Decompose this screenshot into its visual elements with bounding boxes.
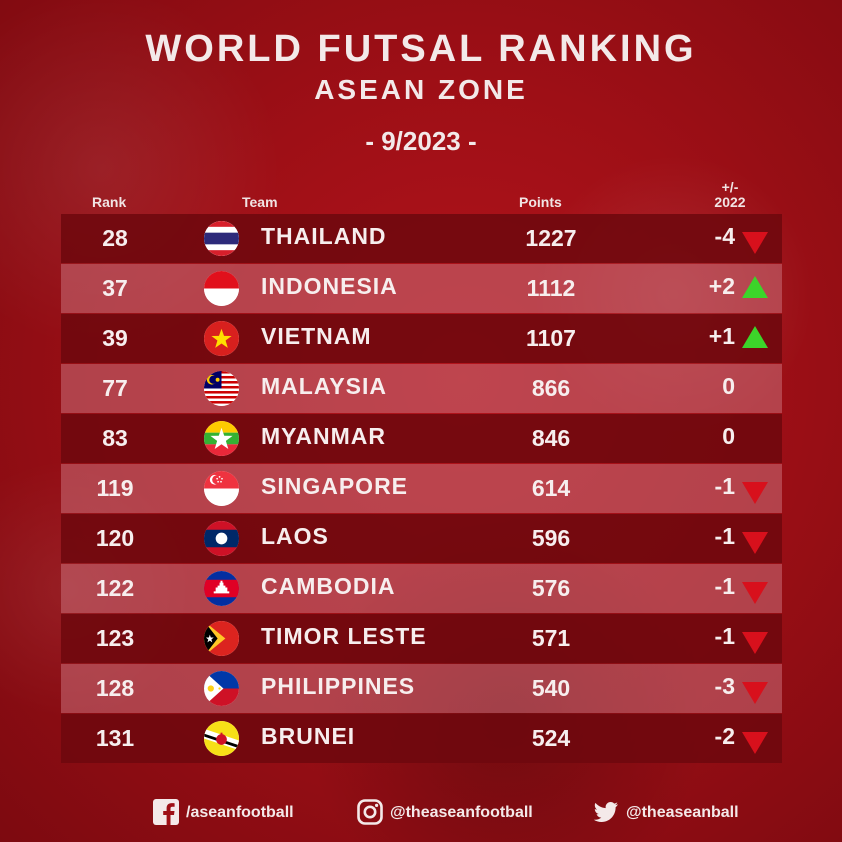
trend-up-icon [742, 326, 768, 348]
points-cell: 571 [531, 625, 571, 651]
table-row: 39 VIETNAM 1107 +1 [61, 314, 782, 363]
myanmar-flag-icon [204, 421, 239, 456]
column-header-points: Points [519, 194, 562, 210]
table-row: 119 SINGAPORE 614 -1 [61, 464, 782, 513]
ranking-table: 28 THAILAND 1227 -4 37 INDONESIA 1112 +2 39 VIETN… [61, 214, 782, 764]
facebook-icon [153, 799, 179, 825]
trend-down-icon [742, 732, 768, 754]
column-header-change-line1: +/- [721, 179, 739, 195]
page-title: WORLD FUTSAL RANKING [145, 28, 697, 70]
table-row: 122 CAMBODIA 576 -1 [61, 564, 782, 613]
vietnam-flag-icon [204, 321, 239, 356]
points-cell: 614 [531, 475, 571, 501]
table-header: Rank Team Points +/- 2022 [60, 180, 782, 214]
trend-down-icon [742, 232, 768, 254]
team-name-cell: TIMOR LESTE [261, 623, 427, 649]
rank-cell: 28 [102, 225, 128, 251]
team-name-cell: CAMBODIA [261, 573, 396, 599]
change-cell: 0 [722, 373, 735, 399]
rank-cell: 123 [95, 625, 135, 651]
table-row: 123 TIMOR LESTE 571 -1 [61, 614, 782, 663]
rank-cell: 39 [102, 325, 128, 351]
change-cell: -1 [714, 573, 735, 599]
singapore-flag-icon [204, 471, 239, 506]
instagram-handle: @theaseanfootball [390, 804, 533, 821]
team-name-cell: INDONESIA [261, 273, 398, 299]
points-cell: 1112 [526, 275, 576, 301]
team-name-cell: SINGAPORE [261, 473, 409, 499]
facebook-handle: /aseanfootball [186, 804, 294, 821]
trend-down-icon [742, 532, 768, 554]
points-cell: 1107 [526, 325, 576, 351]
points-cell: 596 [531, 525, 571, 551]
trend-down-icon [742, 682, 768, 704]
cambodia-flag-icon [204, 571, 239, 606]
rank-cell: 77 [102, 375, 128, 401]
table-row: 77 MALAYSIA 866 0 [61, 364, 782, 413]
table-row: 120 LAOS 596 -1 [61, 514, 782, 563]
timor-leste-flag-icon [204, 621, 239, 656]
trend-up-icon [742, 276, 768, 298]
team-name-cell: BRUNEI [261, 723, 356, 749]
change-cell: +1 [708, 323, 735, 349]
change-cell: -3 [714, 673, 735, 699]
page-subtitle: ASEAN ZONE [314, 74, 528, 105]
change-cell: -2 [714, 723, 735, 749]
table-row: 83 MYANMAR 846 0 [61, 414, 782, 463]
rank-cell: 122 [95, 575, 135, 601]
change-cell: 0 [722, 423, 735, 449]
column-header-team: Team [242, 194, 278, 210]
twitter-handle: @theaseanball [626, 804, 739, 821]
trend-down-icon [742, 632, 768, 654]
table-row: 128 PHILIPPINES 540 -3 [61, 664, 782, 713]
change-cell: -1 [714, 523, 735, 549]
team-name-cell: THAILAND [261, 223, 387, 249]
trend-down-icon [742, 482, 768, 504]
rank-cell: 128 [95, 675, 135, 701]
ranking-date: - 9/2023 - [365, 126, 477, 156]
rank-cell: 131 [95, 725, 135, 751]
thailand-flag-icon [204, 221, 239, 256]
laos-flag-icon [204, 521, 239, 556]
table-row: 131 BRUNEI 524 -2 [61, 714, 782, 763]
column-header-change: +/- 2022 [700, 180, 760, 210]
table-row: 37 INDONESIA 1112 +2 [61, 264, 782, 313]
malaysia-flag-icon [204, 371, 239, 406]
team-name-cell: LAOS [261, 523, 329, 549]
twitter-icon [593, 802, 618, 822]
points-cell: 540 [531, 675, 571, 701]
brunei-flag-icon [204, 721, 239, 756]
team-name-cell: MYANMAR [261, 423, 386, 449]
change-cell: -1 [714, 623, 735, 649]
team-name-cell: MALAYSIA [261, 373, 387, 399]
team-name-cell: VIETNAM [261, 323, 372, 349]
rank-cell: 119 [96, 475, 134, 501]
change-cell: -1 [714, 473, 735, 499]
column-header-change-line2: 2022 [714, 194, 746, 210]
rank-cell: 83 [102, 425, 128, 451]
rank-cell: 120 [95, 525, 135, 551]
footer: /aseanfootball @theaseanfootball @thease… [0, 798, 842, 828]
indonesia-flag-icon [204, 271, 239, 306]
philippines-flag-icon [204, 671, 239, 706]
change-cell: -4 [714, 223, 735, 249]
points-cell: 846 [531, 425, 571, 451]
rank-cell: 37 [102, 275, 128, 301]
points-cell: 524 [531, 725, 571, 751]
team-name-cell: PHILIPPINES [261, 673, 416, 699]
table-row: 28 THAILAND 1227 -4 [61, 214, 782, 263]
trend-down-icon [742, 582, 768, 604]
points-cell: 576 [531, 575, 571, 601]
points-cell: 866 [531, 375, 571, 401]
points-cell: 1227 [525, 225, 577, 251]
instagram-icon [357, 799, 383, 825]
change-cell: +2 [708, 273, 735, 299]
column-header-rank: Rank [92, 194, 127, 210]
